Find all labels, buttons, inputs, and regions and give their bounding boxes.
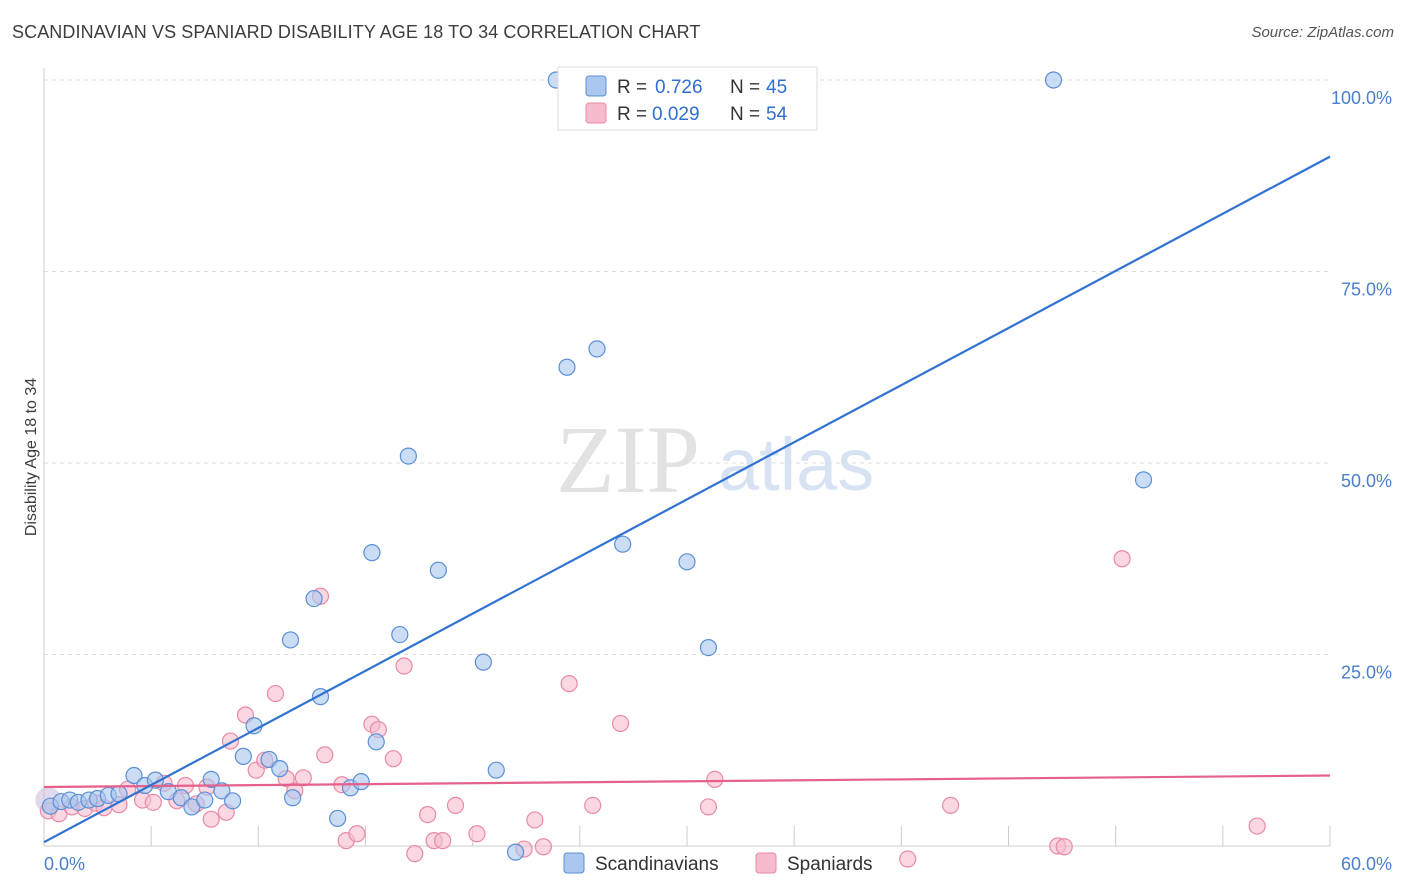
legend-n-value-spaniards: 54 [766,104,788,125]
spaniards-point [468,825,486,843]
scandinavians-trend-line [43,155,1331,844]
spaniards-point [384,750,402,768]
scandinavians-point [329,809,347,828]
scandinavians-point [363,544,381,562]
spaniards-point [560,675,578,693]
spaniards-point [294,769,312,787]
legend-n-value-scandinavians: 45 [766,77,787,98]
spaniards-point [202,810,220,828]
watermark-zip: ZIP [556,406,700,513]
scandinavians-point [281,631,300,649]
scandinavians-point [614,535,632,553]
y-axis-label: Disability Age 18 to 34 [23,378,40,536]
spaniards-point [526,811,544,829]
spaniards-point [611,714,630,733]
y-tick-label: 75.0% [1341,280,1392,300]
legend-r-label-scandinavians: R = [617,77,647,98]
watermark-atlas: atlas [718,423,874,506]
scandinavians-point [202,770,220,788]
chart-title: SCANDINAVIAN VS SPANIARD DISABILITY AGE … [12,22,701,42]
x-axis-ticks [150,826,1331,846]
spaniards-trend-line [43,774,1331,789]
spaniards-point [434,832,452,850]
scandinavians-point [391,625,409,644]
bottom-legend-label-spaniards: Spaniards [787,854,873,875]
spaniards-point [395,657,413,675]
y-tick-label: 25.0% [1341,663,1392,683]
scandinavians-point [284,789,302,807]
spaniards-point [144,793,162,811]
scandinavians-point [213,782,231,800]
scandinavians-point [588,340,606,358]
scandinavians-point [699,639,718,657]
y-tick-label: 100.0% [1331,88,1392,108]
scandinavians-point [506,843,525,861]
spaniards-points [35,550,1266,868]
scandinavians-point [196,791,214,809]
spaniards-point [699,798,718,816]
legend-swatch-spaniards [585,102,607,124]
series-legend: Scandinavians Spaniards [563,852,873,875]
spaniards-point [316,746,334,764]
scandinavians-point [399,447,417,465]
y-axis-tick-labels: 25.0% 50.0% 75.0% 100.0% [1331,88,1392,683]
spaniards-point [419,805,437,824]
scandinavians-point [352,773,370,791]
spaniards-point [1055,838,1073,856]
spaniards-point [266,684,285,703]
spaniards-point [406,845,424,863]
legend-r-value-scandinavians: 0.726 [655,77,703,98]
spaniards-point [348,825,366,843]
y-tick-label: 50.0% [1341,471,1392,491]
scandinavians-point [305,589,323,608]
legend-swatch-scandinavians [585,75,607,97]
scandinavians-point [224,792,242,810]
legend-r-label-spaniards: R = [617,104,647,125]
spaniards-point [446,796,465,815]
spaniards-point [1248,817,1266,835]
spaniards-point [942,796,960,815]
bottom-legend-swatch-scandinavians [563,852,585,874]
bottom-legend-swatch-spaniards [755,852,777,874]
bottom-legend-label-scandinavians: Scandinavians [595,854,719,875]
spaniards-point [534,838,552,856]
spaniards-point [584,796,602,815]
scandinavians-point [474,653,492,671]
scandinavians-point [367,733,385,751]
scandinavians-points [41,71,1153,861]
legend-n-label-spaniards: N = [730,104,760,125]
x-tick-label-min: 0.0% [44,854,85,874]
scandinavians-point [125,766,143,785]
scandinavians-point [487,761,505,779]
scandinavians-point [234,747,252,765]
correlation-legend: R = 0.726 N = 45 R = 0.029 N = 54 [557,66,818,131]
spaniards-point [1113,550,1131,568]
trend-lines [43,155,1331,844]
spaniards-point [706,770,724,788]
legend-n-label-scandinavians: N = [730,77,760,98]
scandinavians-point [1044,71,1063,89]
scandinavians-point [1134,471,1153,489]
x-tick-label-max: 60.0% [1341,854,1392,874]
scandinavians-point [558,358,576,376]
scandinavians-point [429,561,447,579]
spaniards-point [899,850,917,868]
source-credit: Source: ZipAtlas.com [1251,24,1394,41]
legend-r-value-spaniards: 0.029 [652,104,700,125]
scandinavians-point [678,553,696,571]
scandinavians-point [271,760,289,778]
